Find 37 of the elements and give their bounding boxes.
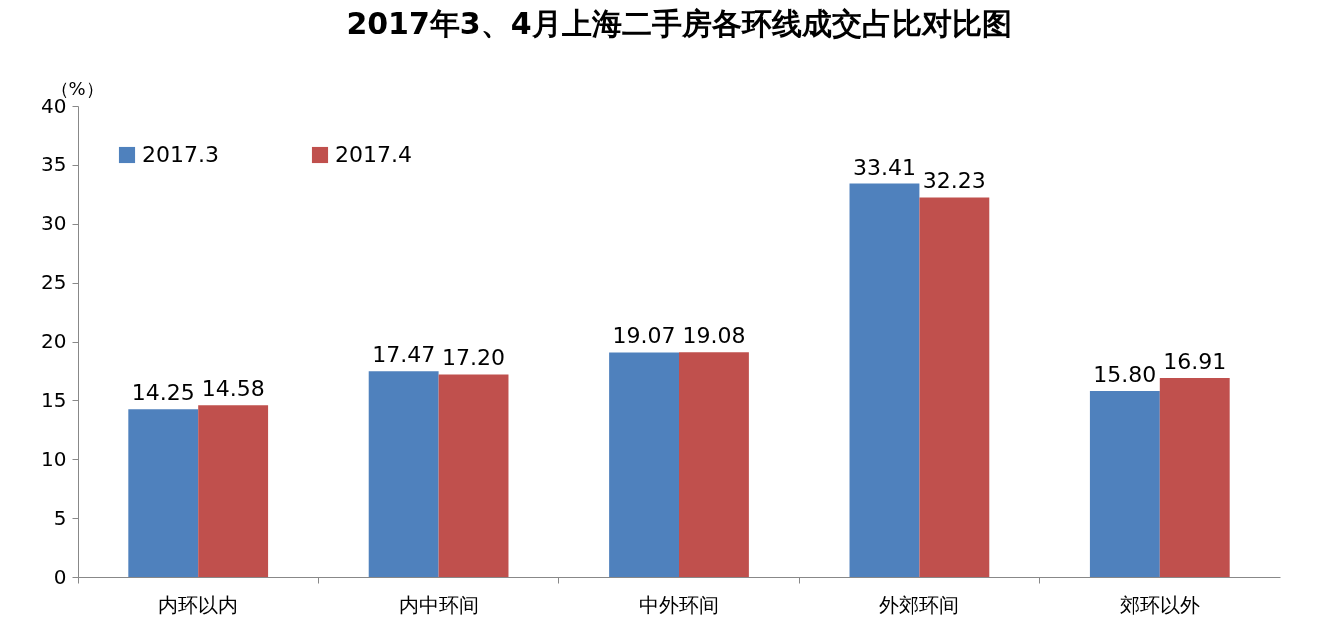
bar [919,197,990,577]
chart-title: 2017年3、4月上海二手房各环线成交占比对比图 [346,6,1012,41]
y-tick-label: 20 [41,329,67,353]
data-label: 16.91 [1163,348,1227,374]
y-tick-label: 25 [41,270,67,295]
legend-label: 2017.3 [142,142,219,167]
data-label: 14.58 [201,376,265,402]
y-tick-label: 10 [41,446,67,471]
bar [1089,390,1160,577]
x-tick-label: 内环以内 [158,592,239,617]
bar [849,183,920,577]
y-tick-label: 15 [41,387,67,412]
x-tick-label: 中外环间 [639,592,719,617]
legend-label: 2017.4 [335,142,412,167]
x-tick-label: 外郊环间 [879,592,960,617]
data-label: 17.47 [372,342,436,368]
bar [609,352,679,577]
y-axis-title: （%） [50,77,104,99]
bar [368,371,439,577]
data-label: 15.80 [1093,361,1157,387]
data-label: 19.08 [682,323,746,349]
y-tick-label: 30 [41,211,67,236]
y-tick-label: 35 [41,152,67,177]
bar [438,374,509,577]
y-tick-label: 5 [53,505,67,530]
data-label: 14.25 [131,380,195,406]
data-label: 32.23 [922,168,986,194]
bar [128,409,199,577]
data-label: 33.41 [852,154,916,180]
bar [679,352,749,577]
bar [198,405,269,577]
bar [1159,377,1230,577]
x-tick-label: 内中环间 [398,592,479,617]
data-label: 19.07 [612,323,676,349]
data-label: 17.20 [442,345,506,371]
x-tick-label: 郊环以外 [1119,592,1200,617]
y-tick-label: 0 [53,564,67,589]
